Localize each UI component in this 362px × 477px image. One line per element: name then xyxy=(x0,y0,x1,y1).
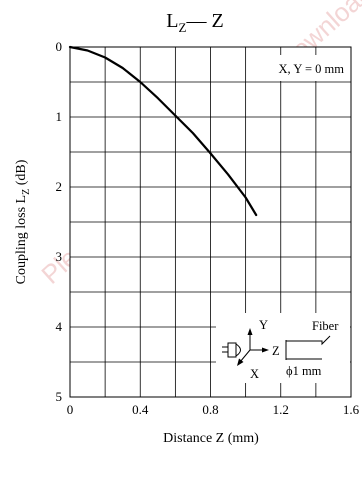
y-tick-label: 4 xyxy=(56,319,63,334)
tick-labels: 0 0.4 0.8 1.2 1.6 0 1 2 3 4 5 xyxy=(56,39,360,417)
z-arrowhead xyxy=(262,347,269,353)
light-source-icon xyxy=(222,342,241,358)
inset-background xyxy=(216,313,350,383)
y-arrowhead xyxy=(247,328,253,335)
inset-y-label: Y xyxy=(259,318,268,332)
x-tick-label: 1.2 xyxy=(273,402,289,417)
y-tick-label: 5 xyxy=(56,389,63,404)
inset-diagram: Y Z X Fiber ϕ1 mm xyxy=(216,313,350,383)
ylabel-rest: (dB) xyxy=(14,159,29,189)
y-tick-label: 0 xyxy=(56,39,63,54)
chart-title: LZ— Z xyxy=(166,10,223,35)
y-tick-label: 3 xyxy=(56,249,63,264)
x-arrowhead xyxy=(237,358,244,366)
ylabel-main: Coupling loss L xyxy=(14,195,29,284)
svg-text:LZ— Z: LZ— Z xyxy=(166,10,223,35)
x-tick-label: 0.4 xyxy=(132,402,149,417)
ylabel-subscript: Z xyxy=(21,189,32,195)
series-line xyxy=(68,45,258,217)
title-rest: — Z xyxy=(185,10,223,32)
y-tick-label: 2 xyxy=(56,179,63,194)
x-axis-arrow xyxy=(239,349,251,363)
fiber-label: Fiber xyxy=(312,319,339,333)
x-tick-label: 0 xyxy=(67,402,74,417)
series-group xyxy=(68,45,258,217)
inset-x-label: X xyxy=(250,367,259,381)
y-tick-label: 1 xyxy=(56,109,63,124)
title-main: L xyxy=(166,10,178,32)
annotation-text: X, Y = 0 mm xyxy=(279,62,345,76)
diameter-label: ϕ1 mm xyxy=(286,364,322,378)
inset-z-label: Z xyxy=(272,344,280,358)
title-subscript: Z xyxy=(179,20,187,35)
y-axis-label: Coupling loss LZ (dB) xyxy=(14,159,32,284)
x-axis-label: Distance Z (mm) xyxy=(163,431,259,446)
fiber-icon xyxy=(286,335,331,360)
svg-text:Coupling loss LZ (dB): Coupling loss LZ (dB) xyxy=(14,159,32,284)
x-tick-label: 0.8 xyxy=(202,402,218,417)
x-tick-label: 1.6 xyxy=(343,402,360,417)
annotation-box xyxy=(256,55,346,81)
